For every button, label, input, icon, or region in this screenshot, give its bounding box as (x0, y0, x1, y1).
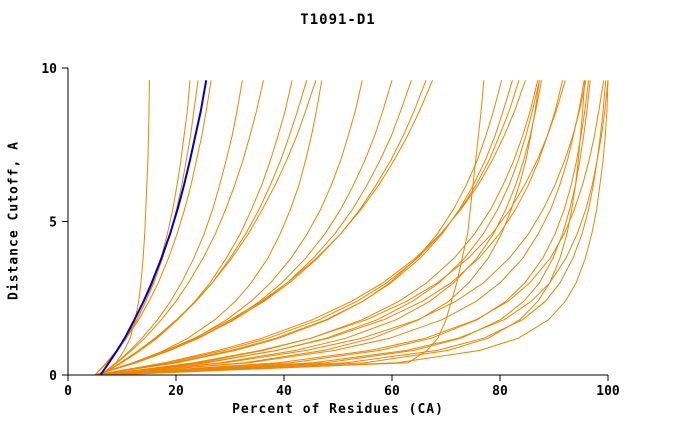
y-tick-label: 5 (49, 216, 57, 231)
model-curve (94, 80, 609, 376)
model-curve (94, 80, 543, 376)
x-tick-label: 80 (492, 384, 508, 399)
model-curve (94, 80, 526, 376)
y-tick-label: 0 (49, 369, 57, 384)
x-axis-label: Percent of Residues (CA) (232, 402, 444, 417)
x-tick-label: 20 (168, 384, 184, 399)
model-curve (100, 80, 150, 376)
model-curve (94, 80, 513, 376)
model-curve (94, 80, 323, 376)
model-curve (105, 80, 539, 376)
model-curve (94, 80, 585, 376)
model-curve (94, 80, 591, 376)
model-curve (94, 80, 427, 376)
model-curve (100, 80, 308, 376)
model-curve (100, 80, 317, 376)
model-curve (94, 80, 199, 376)
model-curve (100, 80, 243, 376)
chart-title: T1091-D1 (300, 12, 376, 28)
model-curve (100, 80, 540, 376)
model-curve (94, 80, 520, 376)
model-curve (94, 80, 605, 376)
x-tick-label: 0 (64, 384, 72, 399)
x-tick-label: 100 (596, 384, 620, 399)
model-curve (94, 80, 587, 376)
model-curve (94, 80, 191, 376)
model-curve (94, 80, 212, 376)
highlight-curve (99, 80, 208, 376)
model-curve (94, 80, 540, 376)
x-tick-label: 60 (384, 384, 400, 399)
model-curve (94, 80, 363, 376)
y-tick-label: 10 (41, 62, 57, 77)
model-curve (100, 80, 590, 376)
x-tick-label: 40 (276, 384, 292, 399)
model-curve (94, 80, 433, 376)
model-curve (100, 80, 264, 376)
model-curve (94, 80, 607, 376)
model-curve (94, 80, 609, 376)
